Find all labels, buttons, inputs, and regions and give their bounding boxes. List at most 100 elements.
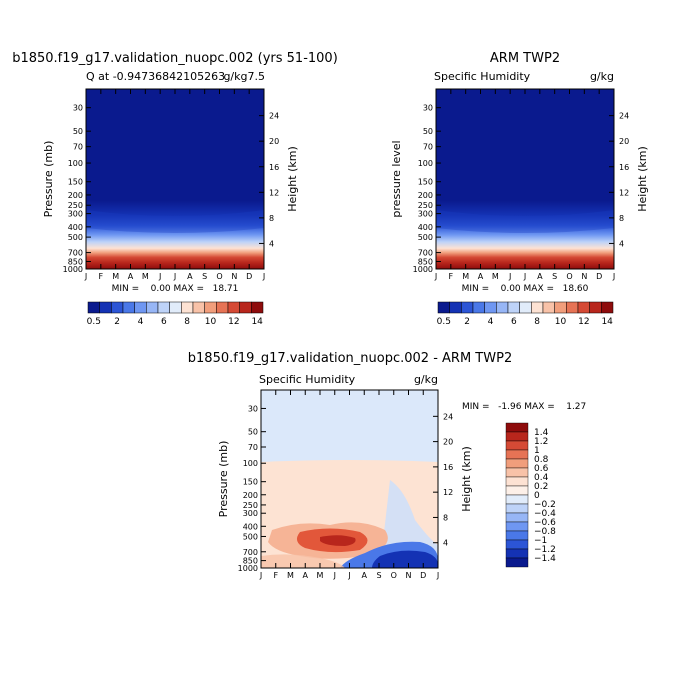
- y-tick-label: 850: [68, 258, 83, 267]
- x-tick-label: A: [303, 571, 309, 580]
- colorbar-swatch: [505, 422, 529, 433]
- diff-region-darkred: [320, 535, 356, 546]
- y-tick-label: 30: [248, 404, 258, 413]
- colorbar-swatch: [505, 512, 529, 523]
- y-tick-label: 50: [423, 127, 433, 136]
- colorbar-label: −1: [534, 536, 547, 546]
- colorbar-label: 10: [205, 317, 217, 327]
- y-right-tick-label: 20: [619, 137, 629, 146]
- colorbar-swatch: [461, 301, 474, 314]
- colorbar-label: −0.4: [534, 509, 556, 519]
- colorbar-label: 4: [488, 317, 494, 327]
- y-right-tick-label: 12: [269, 188, 279, 197]
- x-tick-label: S: [376, 571, 381, 580]
- colorbar-swatch: [505, 485, 529, 496]
- x-tick-label: M: [462, 272, 469, 281]
- y-tick-label: 700: [418, 249, 433, 258]
- x-tick-label: N: [581, 272, 587, 281]
- colorbar-label: 0: [534, 491, 540, 501]
- y-tick-label: 300: [243, 509, 258, 518]
- colorbar-label: 2: [114, 317, 120, 327]
- y-right-tick-label: 4: [619, 239, 624, 248]
- colorbar-label: 0.4: [534, 473, 549, 483]
- x-tick-label: D: [246, 272, 252, 281]
- panel-obs-ylabel: pressure level: [390, 140, 403, 217]
- y-right-tick-label: 8: [269, 214, 274, 223]
- y-tick-label: 850: [243, 557, 258, 566]
- y-tick-label: 100: [418, 159, 433, 168]
- x-tick-label: M: [492, 272, 499, 281]
- colorbar-swatch: [505, 539, 529, 550]
- x-tick-label: J: [347, 571, 350, 580]
- x-tick-label: M: [317, 571, 324, 580]
- x-tick-label: J: [173, 272, 176, 281]
- y-tick-label: 700: [68, 249, 83, 258]
- y-tick-label: 150: [418, 178, 433, 187]
- colorbar-swatch: [227, 301, 240, 314]
- colorbar-swatch: [239, 301, 252, 314]
- x-tick-label: A: [537, 272, 543, 281]
- colorbar-label: 4: [138, 317, 144, 327]
- panel-diff-field: [261, 390, 438, 568]
- panel-obs-dip: [436, 210, 614, 233]
- y-tick-label: 30: [423, 104, 433, 113]
- x-tick-label: S: [552, 272, 557, 281]
- x-tick-label: J: [436, 571, 439, 580]
- y-tick-label: 400: [243, 522, 258, 531]
- colorbar-swatch: [531, 301, 544, 314]
- colorbar-label: 1.2: [534, 437, 548, 447]
- colorbar-swatch: [505, 458, 529, 469]
- colorbar-swatch: [542, 301, 555, 314]
- y-tick-label: 250: [68, 201, 83, 210]
- x-tick-label: J: [84, 272, 87, 281]
- x-tick-label: D: [420, 571, 426, 580]
- colorbar-label: 1: [534, 446, 540, 456]
- colorbar-label: 12: [578, 317, 589, 327]
- y-tick-label: 100: [68, 159, 83, 168]
- panel-model-field: [86, 89, 264, 269]
- colorbar-swatch: [554, 301, 567, 314]
- colorbar-swatch: [122, 301, 135, 314]
- y-right-tick-label: 16: [269, 163, 279, 172]
- y-tick-label: 150: [68, 178, 83, 187]
- y-tick-label: 70: [73, 143, 83, 152]
- x-tick-label: D: [596, 272, 602, 281]
- y-tick-label: 150: [243, 478, 258, 487]
- y-tick-label: 500: [418, 233, 433, 242]
- x-tick-label: J: [523, 272, 526, 281]
- panel-model-ylabel-right: Height (km): [286, 146, 299, 212]
- colorbar-label: −0.8: [534, 527, 556, 537]
- x-tick-label: M: [142, 272, 149, 281]
- panel-diff-ylabel: Pressure (mb): [217, 441, 230, 518]
- y-tick-label: 70: [423, 143, 433, 152]
- panel-model-dip: [86, 210, 264, 233]
- panel-obs: ARM TWP2 Specific Humidity g/kg 30 50 70 10…: [390, 51, 649, 327]
- y-tick-label: 300: [418, 210, 433, 219]
- y-tick-label: 850: [418, 258, 433, 267]
- x-tick-label: S: [202, 272, 207, 281]
- colorbar-label: 8: [184, 317, 190, 327]
- x-tick-label: A: [128, 272, 134, 281]
- colorbar-swatch: [437, 301, 450, 314]
- colorbar-swatch: [157, 301, 170, 314]
- diff-region-darkblue: [372, 550, 438, 568]
- x-tick-label: O: [216, 272, 222, 281]
- y-right-tick-label: 24: [443, 412, 453, 421]
- y-tick-label: 70: [248, 443, 258, 452]
- panel-obs-minmax: MIN = 0.00 MAX = 18.60: [462, 284, 589, 294]
- colorbar-swatch: [505, 521, 529, 532]
- panel-diff: b1850.f19_g17.validation_nuopc.002 - ARM…: [188, 351, 586, 580]
- panel-obs-ylabel-right: Height (km): [636, 146, 649, 212]
- panel-obs-title: ARM TWP2: [490, 51, 560, 66]
- colorbar-swatch: [472, 301, 485, 314]
- panel-model-title: b1850.f19_g17.validation_nuopc.002 (yrs …: [12, 51, 338, 66]
- y-tick-label: 200: [243, 491, 258, 500]
- y-tick-label: 200: [68, 191, 83, 200]
- panel-obs-subtitle-right: g/kg: [590, 70, 614, 83]
- x-tick-label: F: [273, 571, 278, 580]
- y-right-tick-label: 20: [443, 438, 453, 447]
- y-tick-label: 500: [243, 532, 258, 541]
- colorbar-swatch: [507, 301, 520, 314]
- colorbar-label: 0.2: [534, 482, 548, 492]
- colorbar-swatch: [566, 301, 579, 314]
